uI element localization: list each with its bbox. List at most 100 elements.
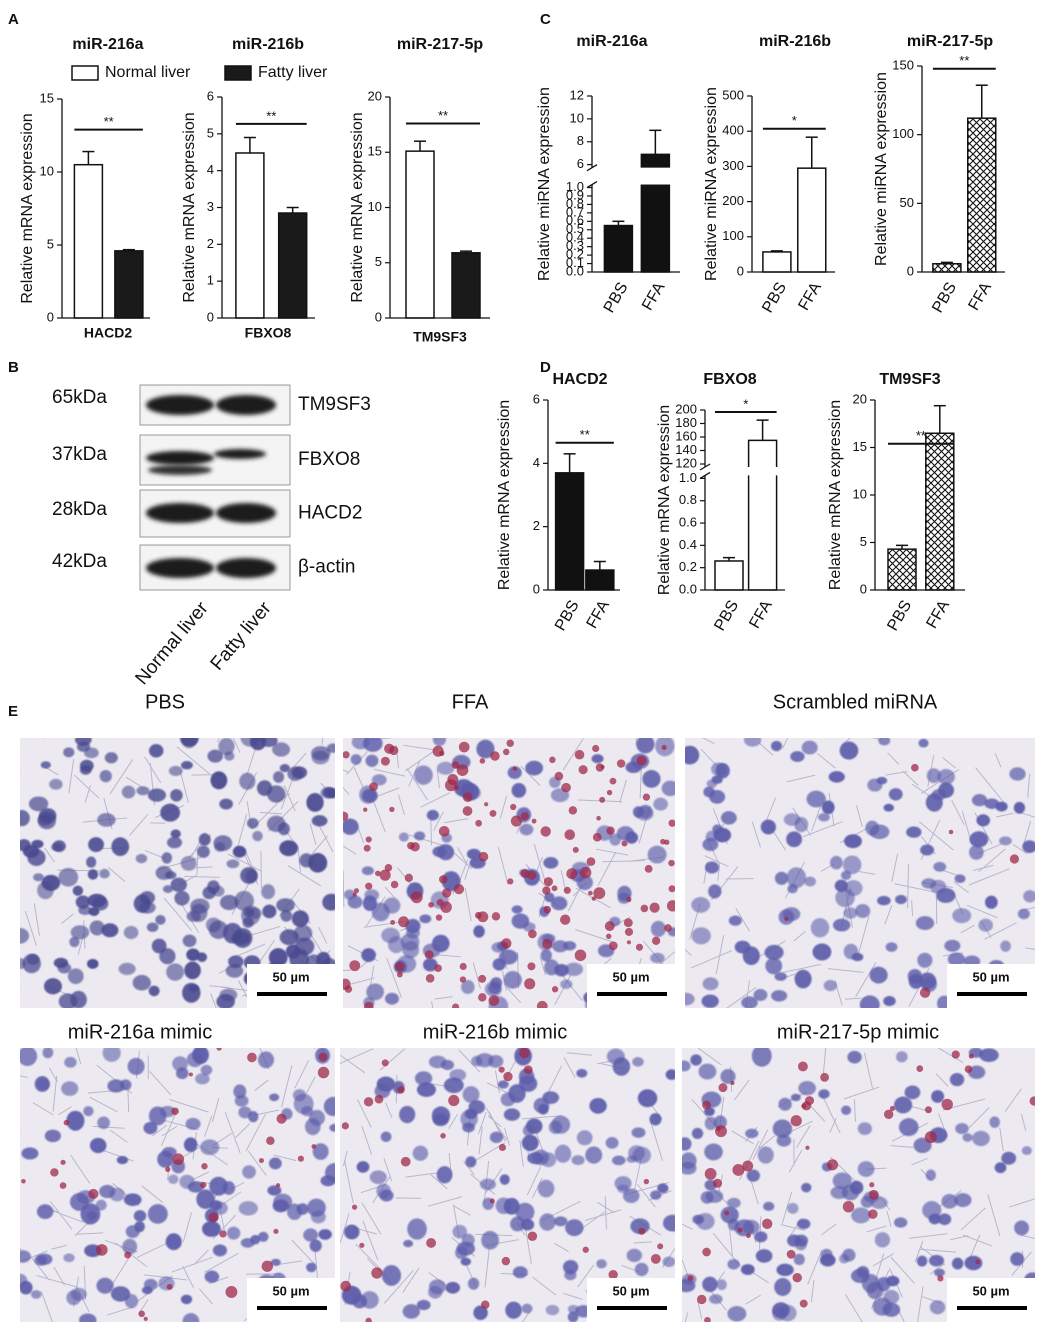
- lipid-droplet: [868, 1209, 877, 1218]
- cell: [279, 840, 298, 856]
- cell: [917, 953, 932, 968]
- y-tick-label: 5: [860, 534, 867, 549]
- cell: [702, 994, 719, 1007]
- blot-band: [216, 503, 276, 523]
- lipid-droplet: [364, 1097, 373, 1106]
- cell: [445, 1282, 460, 1294]
- cell: [186, 949, 200, 961]
- cell: [978, 919, 993, 932]
- lipid-droplet: [580, 867, 591, 878]
- cell: [427, 810, 439, 821]
- cell: [88, 837, 104, 852]
- cell: [211, 771, 228, 789]
- cell: [950, 1073, 964, 1086]
- cell: [930, 880, 946, 894]
- lipid-droplet: [395, 962, 404, 971]
- lipid-droplet: [638, 1228, 645, 1235]
- cell: [174, 891, 189, 906]
- cell: [105, 752, 118, 763]
- cell: [322, 894, 340, 911]
- y-tick-label: 300: [722, 158, 744, 173]
- cell: [212, 886, 224, 897]
- cell: [521, 1219, 534, 1231]
- cell: [875, 1232, 890, 1247]
- lipid-droplet: [969, 1054, 974, 1059]
- cell: [90, 1138, 107, 1153]
- cell: [577, 1130, 593, 1145]
- cell: [233, 846, 246, 858]
- x-tick-label: PBS: [601, 280, 632, 316]
- y-tick-label: 20: [853, 391, 867, 406]
- lipid-droplet: [463, 806, 473, 816]
- lipid-droplet: [566, 868, 577, 879]
- y-axis-label: Relative mRNA expression: [181, 112, 198, 302]
- bar: [715, 561, 743, 590]
- cell: [233, 928, 252, 948]
- cell: [323, 787, 336, 797]
- y-tick-label: 6: [207, 88, 214, 103]
- cell: [1022, 840, 1036, 853]
- lipid-droplet: [382, 1059, 389, 1066]
- cell: [662, 781, 679, 796]
- cell: [663, 1215, 682, 1232]
- cell: [878, 736, 890, 746]
- lipid-droplet: [247, 1053, 257, 1063]
- cell-process: [436, 707, 449, 741]
- y-axis-label: Relative mRNA expression: [19, 113, 36, 303]
- cell: [944, 940, 960, 952]
- cell: [541, 949, 552, 961]
- cell: [35, 1076, 50, 1092]
- y-tick-label: 20: [368, 88, 382, 103]
- lipid-droplet: [667, 900, 678, 911]
- cell: [87, 959, 99, 969]
- y-tick-label: 10: [853, 486, 867, 501]
- cell: [844, 944, 859, 960]
- cell: [776, 1264, 793, 1276]
- cell: [228, 955, 243, 968]
- cell: [829, 771, 845, 782]
- lipid-droplet: [50, 1168, 58, 1176]
- cell: [370, 1170, 387, 1184]
- cell: [955, 874, 966, 883]
- cell: [299, 853, 313, 867]
- cell: [213, 1202, 227, 1215]
- lipid-droplet: [724, 1211, 729, 1216]
- cell: [626, 1155, 636, 1162]
- cell: [156, 866, 173, 880]
- cell: [344, 1225, 359, 1240]
- cell: [802, 741, 818, 755]
- y-axis-label: Relative miRNA expression: [873, 72, 890, 266]
- cell: [433, 732, 446, 746]
- lipid-droplet: [490, 810, 497, 817]
- lipid-droplet: [489, 995, 500, 1006]
- cell: [70, 1193, 89, 1211]
- cell: [886, 1276, 900, 1287]
- blot-band: [146, 503, 214, 523]
- cell: [88, 869, 98, 879]
- cell: [126, 1225, 140, 1238]
- cell: [765, 958, 782, 975]
- cell: [635, 1263, 649, 1276]
- cell: [613, 1057, 631, 1076]
- lipid-droplet: [644, 1179, 649, 1184]
- cell: [651, 921, 666, 937]
- cell: [841, 871, 851, 880]
- lipid-droplet: [1010, 854, 1019, 863]
- cell: [1010, 1252, 1024, 1266]
- cell: [247, 818, 259, 829]
- y-tick-label: 0.8: [679, 492, 697, 507]
- cell: [533, 1150, 550, 1166]
- cell: [197, 846, 210, 858]
- lipid-droplet: [479, 852, 489, 862]
- micrograph-label: miR-216a mimic: [68, 1021, 212, 1043]
- cell: [962, 1133, 972, 1142]
- cell: [468, 1278, 479, 1290]
- lipid-droplet: [398, 916, 409, 927]
- cell: [555, 1145, 572, 1163]
- cell: [811, 918, 829, 937]
- y-tick-label: 500: [722, 87, 744, 102]
- cell: [525, 761, 543, 776]
- y-tick-label: 0: [737, 263, 744, 278]
- lipid-droplet: [626, 897, 631, 902]
